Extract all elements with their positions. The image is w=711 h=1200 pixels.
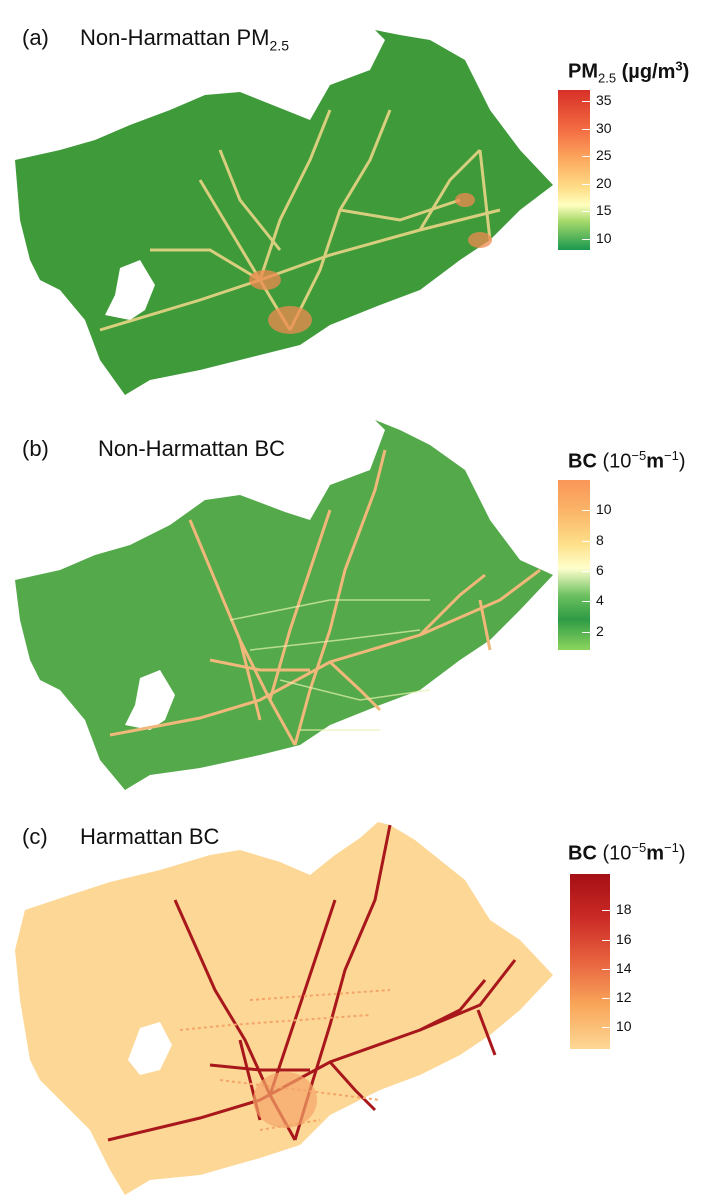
legend-var: PM [568, 60, 598, 83]
legend-tick-mark [582, 571, 590, 573]
legend-tick-mark [582, 128, 590, 130]
map-region [15, 822, 553, 1195]
panel-title: Non-Harmattan PM2.5 [80, 25, 289, 53]
legend-var: BC [568, 450, 597, 473]
panel-title-main: Non-Harmattan PM [80, 25, 270, 50]
legend-unit-sup2: −1 [663, 840, 679, 855]
legend-tick-mark [582, 183, 590, 185]
bc-map-harmattan [15, 822, 553, 1195]
legend-tick-label: 12 [616, 988, 632, 1005]
map-region [15, 420, 553, 790]
bc-map-nonharmattan [15, 420, 553, 790]
panel-c: (c) Harmattan BC BC (10−5m−1) [0, 800, 711, 1200]
legend-tick-mark [602, 997, 610, 999]
legend-tick-label: 10 [596, 501, 612, 518]
legend-a: PM2.5 (µg/m3) 35 30 25 20 15 10 [558, 58, 710, 258]
legend-tick-mark [582, 156, 590, 158]
legend-tick-mark [582, 631, 590, 633]
legend-unit-close: ) [682, 60, 690, 83]
legend-unit-mid: m [646, 450, 664, 473]
panel-letter: (a) [22, 25, 49, 50]
legend-tick-label: 25 [596, 147, 612, 164]
legend-unit-sup: 3 [675, 58, 683, 73]
panel-b: (b) Non-Harmattan BC BC (10−5m−1) [0, 400, 711, 800]
legend-title: PM2.5 (µg/m3) [568, 58, 689, 86]
legend-tick-mark [602, 1027, 610, 1029]
legend-unit-close: ) [678, 450, 686, 473]
legend-b: BC (10−5m−1) 10 8 6 4 2 [558, 448, 710, 668]
panel-title: Non-Harmattan BC [98, 436, 285, 462]
legend-tick-label: 15 [596, 202, 612, 219]
legend-tick-mark [582, 238, 590, 240]
legend-ticks: 10 8 6 4 2 [558, 480, 708, 650]
legend-tick-label: 14 [616, 959, 632, 976]
legend-tick-label: 18 [616, 901, 632, 918]
legend-tick-mark [582, 101, 590, 103]
urban-core [253, 1072, 317, 1128]
legend-tick-label: 35 [596, 92, 612, 109]
legend-tick-label: 6 [596, 562, 604, 579]
legend-unit-sup2: −1 [663, 448, 679, 463]
panel-letter: (c) [22, 824, 48, 849]
legend-unit-open: (10 [602, 842, 632, 865]
pm25-map [15, 30, 553, 395]
legend-colorbar [558, 480, 590, 650]
legend-tick-mark [582, 540, 590, 542]
legend-tick-mark [602, 968, 610, 970]
legend-tick-label: 16 [616, 930, 632, 947]
legend-tick-label: 2 [596, 622, 604, 639]
legend-unit-sup: −5 [631, 448, 647, 463]
panel-title: Harmattan BC [80, 824, 219, 850]
legend-tick-mark [602, 939, 610, 941]
panel-a: (a) Non-Harmattan PM2.5 PM2.5 (µg/m3) [0, 0, 711, 400]
legend-var-sub: 2.5 [598, 70, 617, 86]
legend-colorbar [558, 90, 590, 250]
legend-tick-label: 10 [616, 1018, 632, 1035]
legend-title: BC (10−5m−1) [568, 840, 685, 866]
legend-title: BC (10−5m−1) [568, 448, 685, 474]
legend-tick-label: 20 [596, 174, 612, 191]
hotspots [249, 193, 492, 334]
legend-tick-mark [602, 910, 610, 912]
legend-tick-label: 8 [596, 531, 604, 548]
legend-unit-open: (10 [602, 450, 632, 473]
panel-title-sub: 2.5 [269, 37, 289, 54]
panel-title-main: Harmattan BC [80, 824, 220, 849]
legend-tick-label: 30 [596, 119, 612, 136]
legend-ticks: 35 30 25 20 15 10 [558, 90, 708, 250]
legend-tick-mark [582, 211, 590, 213]
lake [125, 670, 175, 730]
legend-unit-mid: m [646, 842, 664, 865]
legend-var: BC [568, 842, 597, 865]
panel-title-main: Non-Harmattan BC [98, 436, 286, 461]
legend-unit-open: (µg/m [621, 60, 676, 83]
panel-letter: (b) [22, 436, 49, 461]
legend-colorbar [570, 874, 610, 1049]
legend-tick-label: 10 [596, 229, 612, 246]
lake [128, 1022, 172, 1075]
road-network [99, 109, 501, 332]
road-glow [229, 599, 431, 731]
legend-unit-sup: −5 [631, 840, 647, 855]
legend-ticks: 18 16 14 12 10 [570, 874, 710, 1049]
legend-unit-close: ) [678, 842, 686, 865]
legend-c: BC (10−5m−1) 18 16 14 12 10 [560, 840, 710, 1060]
lake [105, 260, 155, 320]
legend-tick-mark [582, 510, 590, 512]
legend-tick-label: 4 [596, 592, 604, 609]
legend-tick-mark [582, 601, 590, 603]
